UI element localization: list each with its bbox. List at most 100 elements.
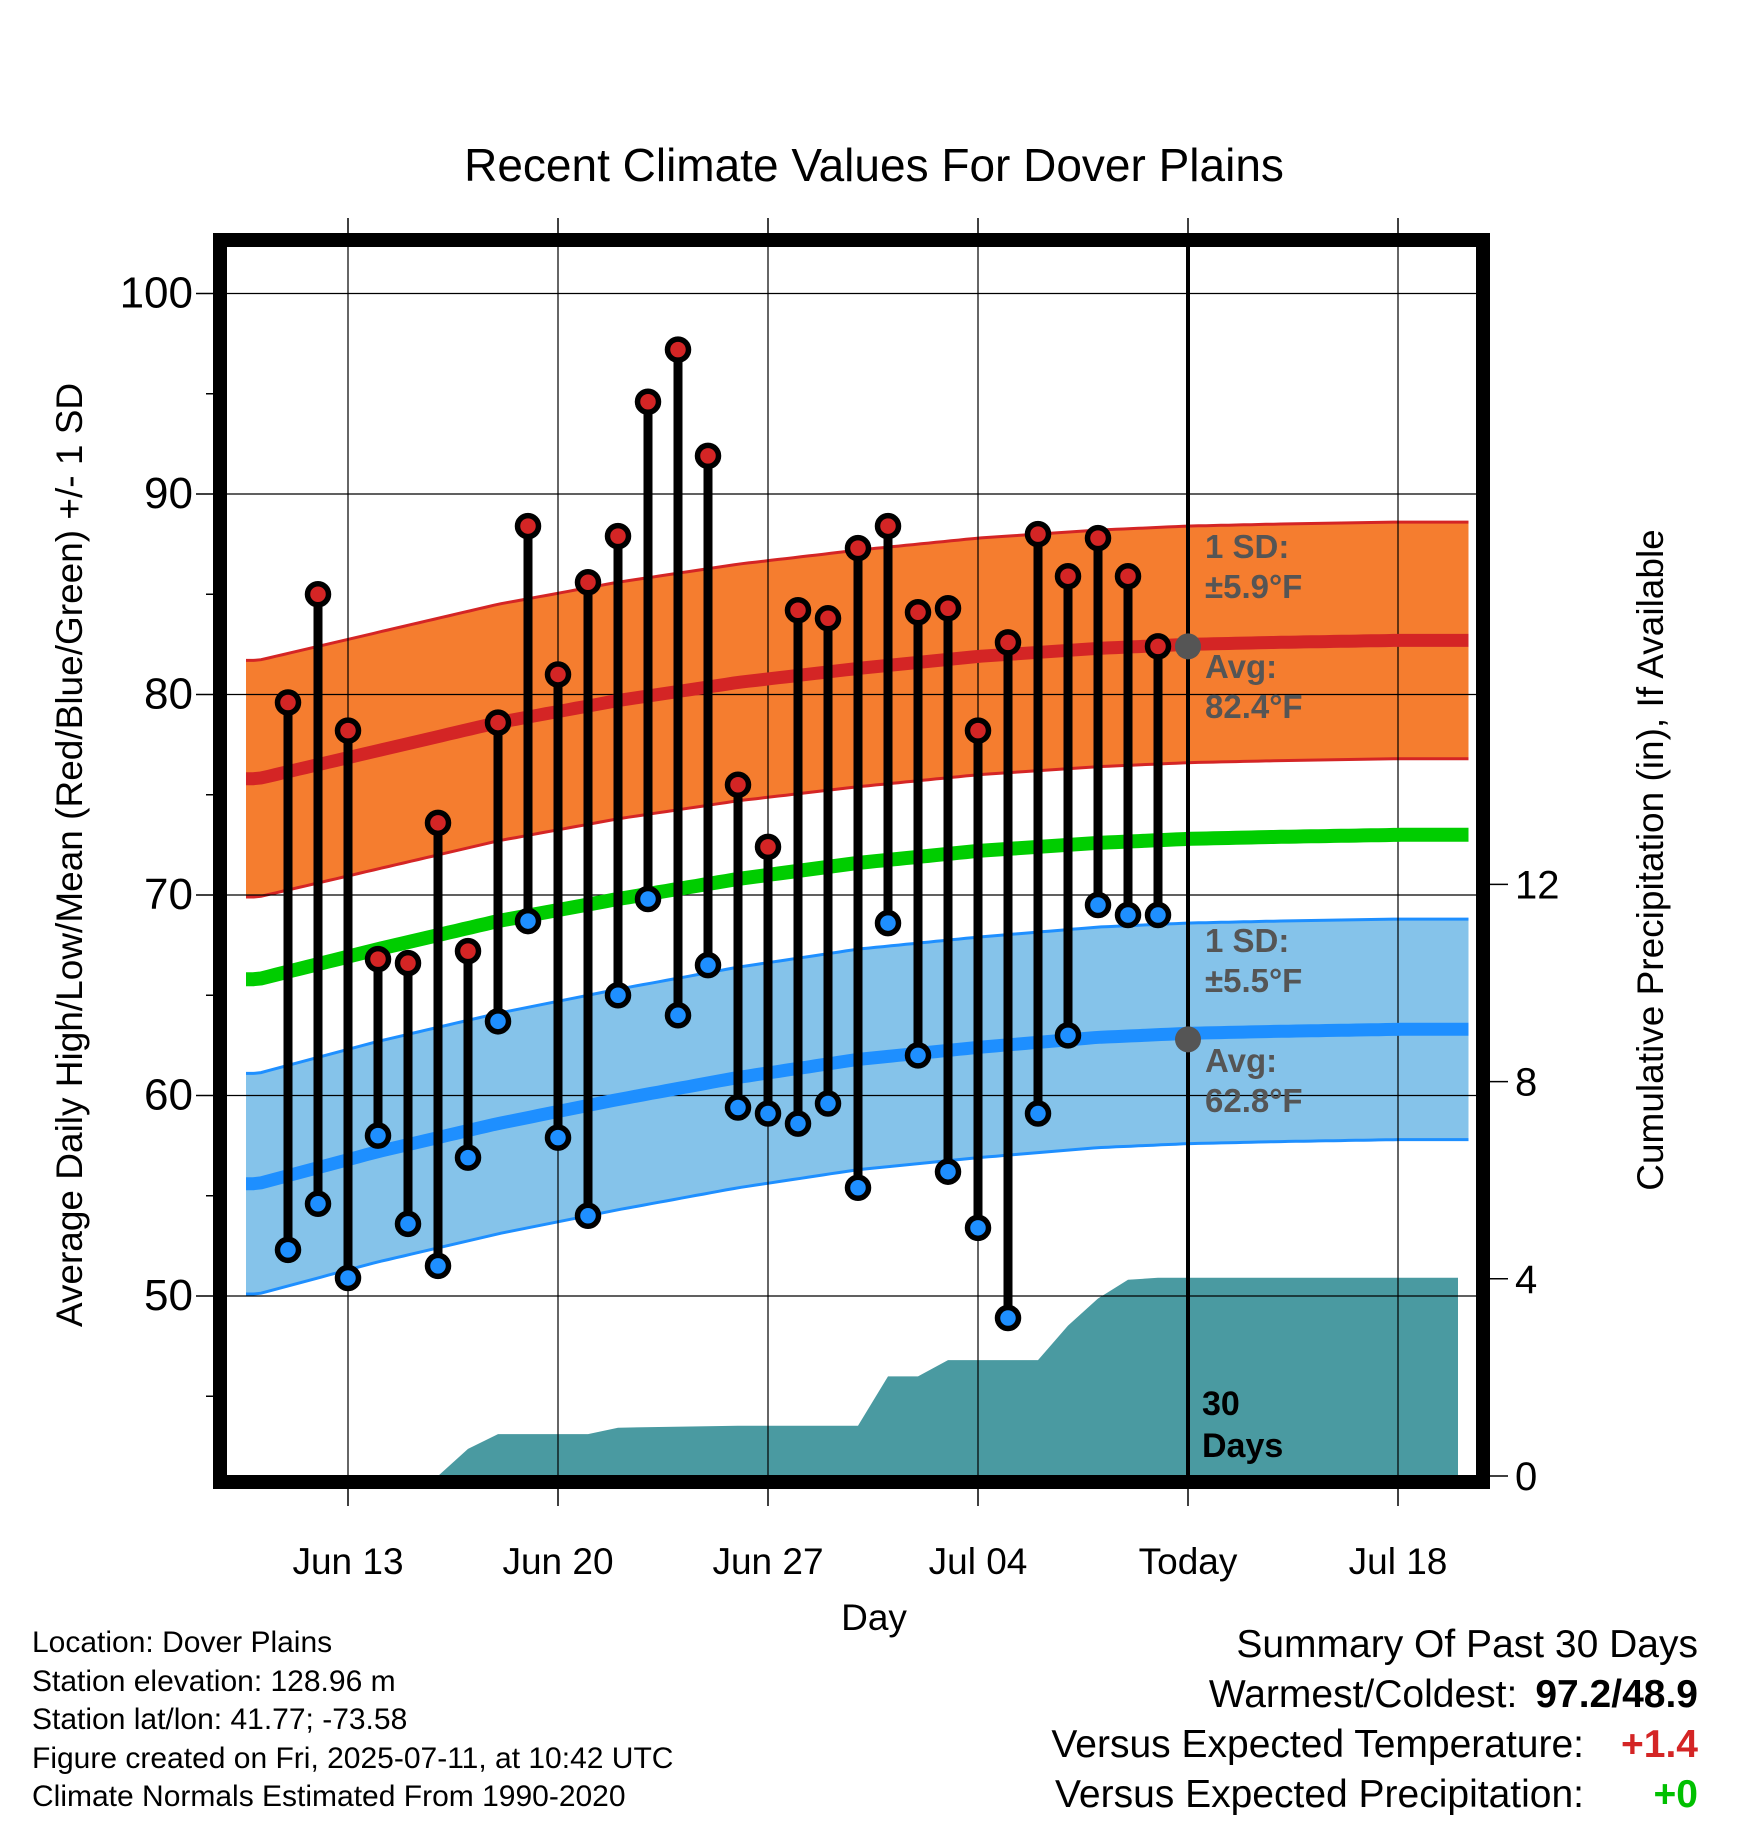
daily-high-point bbox=[1024, 520, 1052, 548]
daily-high-point bbox=[874, 512, 902, 540]
daily-high-point bbox=[484, 709, 512, 736]
warm-cold-value: 97.2/48.9 bbox=[1535, 1673, 1698, 1716]
plot-area bbox=[225, 245, 1478, 1477]
daily-high-point bbox=[1114, 562, 1142, 590]
daily-low-point bbox=[994, 1304, 1022, 1332]
summary-title: Summary Of Past 30 Days bbox=[1236, 1623, 1698, 1666]
daily-low-point bbox=[724, 1094, 752, 1121]
high-sd-label: 1 SD: bbox=[1205, 528, 1289, 565]
daily-low-point bbox=[454, 1144, 482, 1171]
daily-low-point bbox=[514, 907, 542, 935]
temp-departure-label: Versus Expected Temperature: bbox=[1051, 1723, 1584, 1766]
daily-low-point bbox=[544, 1124, 572, 1151]
warm-cold-label: Warmest/Coldest: bbox=[1208, 1673, 1518, 1716]
daily-low-point bbox=[664, 1002, 692, 1029]
warm-cold-row: Warmest/Coldest: 97.2/48.9 bbox=[1051, 1670, 1698, 1720]
daily-low-point bbox=[334, 1264, 362, 1292]
daily-high-point bbox=[934, 595, 962, 622]
precip-departure-row: Versus Expected Precipitation: +0 bbox=[1051, 1770, 1698, 1820]
daily-high-point bbox=[814, 605, 842, 632]
low-sd-label: 1 SD: bbox=[1205, 922, 1289, 959]
y-tick-label: 100 bbox=[120, 269, 193, 318]
daily-low-point bbox=[424, 1252, 452, 1280]
daily-low-point bbox=[844, 1174, 872, 1201]
daily-high-point bbox=[454, 937, 482, 965]
daily-low-point bbox=[634, 885, 662, 913]
x-tick-label: Jul 18 bbox=[1349, 1541, 1448, 1582]
x-axis-label: Day bbox=[841, 1597, 907, 1638]
daily-low-point bbox=[1024, 1100, 1052, 1127]
daily-low-point bbox=[694, 951, 722, 979]
daily-high-point bbox=[784, 597, 812, 624]
x-tick-label: Jun 20 bbox=[502, 1541, 613, 1582]
today-low-avg-marker bbox=[1175, 1026, 1201, 1053]
daily-high-point bbox=[394, 949, 422, 977]
daily-high-point bbox=[754, 833, 782, 861]
y2-axis-label: Cumulative Precipitation (in), If Availa… bbox=[1630, 529, 1671, 1191]
location-text: Location: Dover Plains bbox=[32, 1626, 333, 1659]
y2-tick-label: 12 bbox=[1515, 863, 1560, 907]
daily-low-point bbox=[814, 1090, 842, 1117]
y-tick-label: 90 bbox=[144, 469, 193, 518]
daily-low-point bbox=[604, 982, 632, 1009]
high-sd-value: ±5.9°F bbox=[1205, 568, 1302, 605]
precip-departure-value: +0 bbox=[1653, 1773, 1698, 1816]
precip-departure-label: Versus Expected Precipitation: bbox=[1055, 1773, 1584, 1816]
daily-high-point bbox=[1054, 562, 1082, 590]
low-avg-label: Avg: bbox=[1205, 1042, 1277, 1079]
daily-high-point bbox=[634, 388, 662, 416]
x-tick-label: Jun 27 bbox=[712, 1541, 823, 1582]
daily-low-point bbox=[1054, 1022, 1082, 1049]
y2-tick-label: 4 bbox=[1515, 1258, 1537, 1302]
y-tick-label: 70 bbox=[144, 870, 193, 919]
daily-high-point bbox=[424, 809, 452, 837]
daily-high-point bbox=[574, 568, 602, 596]
y2-tick-label: 8 bbox=[1515, 1061, 1537, 1105]
daily-high-point bbox=[664, 336, 692, 363]
daily-low-point bbox=[394, 1210, 422, 1238]
daily-low-point bbox=[1144, 901, 1172, 929]
daily-high-point bbox=[964, 717, 992, 744]
daily-high-point bbox=[274, 689, 302, 716]
daily-high-point bbox=[334, 717, 362, 744]
high-avg-value: 82.4°F bbox=[1205, 688, 1303, 725]
y2-tick-label: 0 bbox=[1515, 1455, 1537, 1499]
created-text: Figure created on Fri, 2025-07-11, at 10… bbox=[32, 1741, 674, 1775]
latlon-text: Station lat/lon: 41.77; -73.58 bbox=[32, 1703, 408, 1736]
high-avg-label: Avg: bbox=[1205, 648, 1277, 685]
today-high-avg-marker bbox=[1175, 633, 1201, 660]
x-tick-label: Jul 04 bbox=[929, 1541, 1028, 1582]
daily-low-point bbox=[1114, 901, 1142, 929]
daily-low-point bbox=[874, 909, 902, 937]
y-axis-label: Average Daily High/Low/Mean (Red/Blue/Gr… bbox=[49, 383, 90, 1327]
x-tick-label: Today bbox=[1139, 1541, 1238, 1582]
station-info: Location: Dover Plains Station elevation… bbox=[32, 1624, 673, 1817]
summary-panel: Summary Of Past 30 Days Warmest/Coldest:… bbox=[1051, 1620, 1698, 1820]
daily-high-point bbox=[904, 599, 932, 626]
days-label-text: Days bbox=[1202, 1427, 1283, 1465]
daily-low-point bbox=[784, 1110, 812, 1137]
daily-low-point bbox=[574, 1202, 602, 1230]
elevation-text: Station elevation: 128.96 m bbox=[32, 1664, 396, 1698]
daily-low-point bbox=[904, 1042, 932, 1069]
precip-area bbox=[438, 1277, 1458, 1476]
daily-low-point bbox=[754, 1100, 782, 1127]
temp-departure-value: +1.4 bbox=[1621, 1723, 1698, 1766]
daily-high-point bbox=[304, 581, 332, 608]
plot-border bbox=[213, 233, 1490, 1489]
daily-low-point bbox=[304, 1190, 332, 1218]
y-tick-label: 50 bbox=[144, 1271, 193, 1320]
daily-low-point bbox=[1084, 891, 1112, 919]
daily-high-point bbox=[544, 661, 572, 688]
low-avg-value: 62.8°F bbox=[1205, 1082, 1303, 1119]
temp-departure-row: Versus Expected Temperature: +1.4 bbox=[1051, 1720, 1698, 1770]
normals-text: Climate Normals Estimated From 1990-2020 bbox=[32, 1780, 626, 1813]
daily-high-point bbox=[364, 945, 392, 973]
days-label-number: 30 bbox=[1202, 1385, 1240, 1423]
daily-high-point bbox=[694, 442, 722, 470]
daily-low-point bbox=[364, 1122, 392, 1149]
y-tick-label: 80 bbox=[144, 670, 193, 719]
x-tick-label: Jun 13 bbox=[292, 1541, 403, 1582]
daily-low-point bbox=[934, 1158, 962, 1185]
